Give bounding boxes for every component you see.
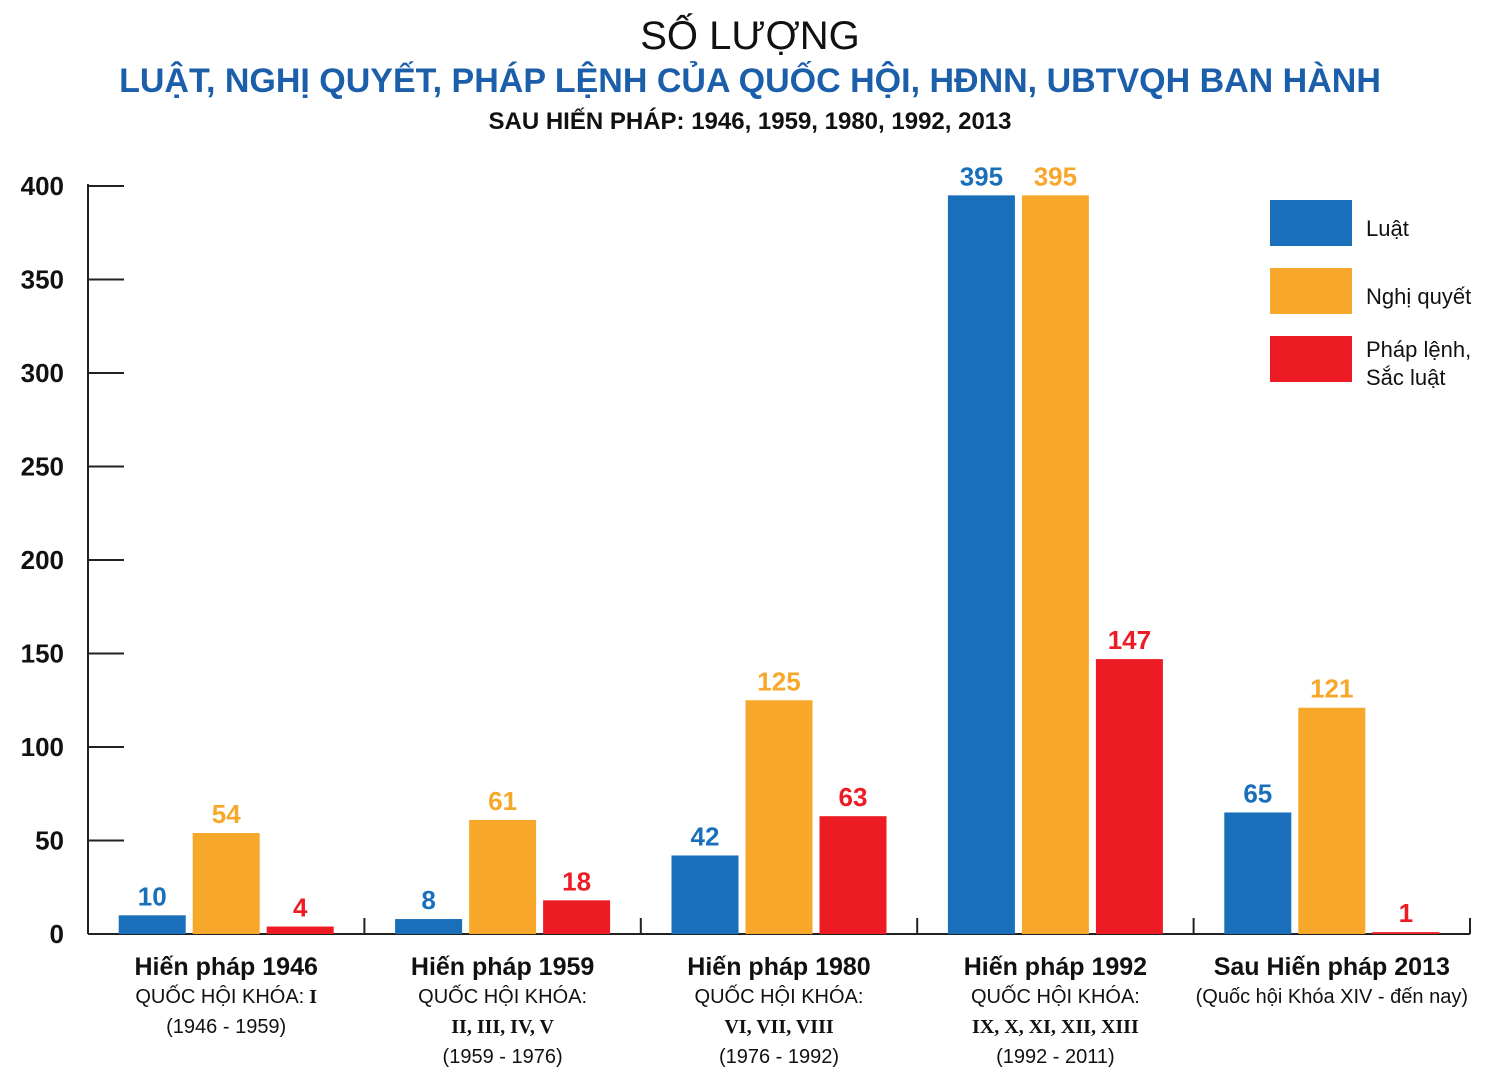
legend-label: Nghị quyết (1366, 284, 1472, 309)
category-period: (1959 - 1976) (442, 1046, 563, 1068)
category-label: Hiến pháp 1959 QUỐC HỘI KHÓA: II, III, IV,… (358, 952, 648, 1072)
category-period: (1976 - 1992) (718, 1046, 840, 1068)
bar-value-label: 395 (1034, 161, 1077, 191)
bar-value-label: 395 (960, 161, 1003, 191)
bar-value-label: 54 (212, 799, 241, 829)
category-term-list: IX, X, XI, XII, XIII (972, 1016, 1139, 1038)
category-term-line: QUỐC HỘI KHÓA: (418, 986, 588, 1008)
y-tick-label: 100 (21, 732, 64, 762)
category-period: (1992 - 2011) (996, 1046, 1115, 1068)
bar-value-label: 63 (839, 782, 868, 812)
category-term-line: QUỐC HỘI KHÓA: (970, 986, 1140, 1008)
category-term-line: QUỐC HỘI KHÓA: (694, 986, 864, 1008)
bar-value-label: 1 (1399, 898, 1413, 928)
category-term-roman: I (304, 986, 318, 1008)
legend-swatch (1270, 268, 1352, 314)
y-tick-label: 250 (21, 452, 64, 482)
y-tick-label: 50 (35, 826, 64, 856)
category-term-line: (Quốc hội Khóa XIV - đến nay) (1195, 986, 1468, 1008)
y-tick-label: 150 (21, 639, 64, 669)
category-title: Hiến pháp 1992 (963, 953, 1148, 981)
legend-swatch (1270, 200, 1352, 246)
category-term-line: QUỐC HỘI KHÓA: I (135, 986, 318, 1008)
legend-item: Pháp lệnh, Sắc luật (1270, 336, 1471, 392)
bar (192, 833, 260, 934)
category-title: Hiến pháp 1959 (410, 953, 595, 981)
bar-value-label: 147 (1108, 625, 1151, 655)
bar (395, 919, 463, 934)
bar (947, 195, 1015, 935)
bar-value-label: 61 (488, 786, 517, 816)
bar (1298, 707, 1366, 934)
bar-value-label: 8 (421, 885, 435, 915)
category-title: Hiến pháp 1946 (134, 953, 318, 981)
category-title: Sau Hiến pháp 2013 (1213, 953, 1450, 981)
y-tick-label: 0 (50, 919, 64, 949)
bar-value-label: 42 (691, 821, 720, 851)
bar-value-label: 121 (1310, 674, 1353, 704)
bar (543, 900, 611, 934)
bar (118, 915, 186, 934)
category-label: Hiến pháp 1946 QUỐC HỘI KHÓA: I (1946 - 19… (81, 952, 371, 1042)
bar-value-label: 10 (138, 881, 167, 911)
bar-value-label: 65 (1243, 778, 1272, 808)
y-tick-label: 300 (21, 358, 64, 388)
bar (1224, 812, 1292, 934)
bar (1372, 932, 1440, 934)
bar (1095, 659, 1163, 934)
bar (266, 926, 334, 934)
category-term-list: II, III, IV, V (451, 1016, 554, 1038)
y-tick-label: 350 (21, 265, 64, 295)
category-label: Hiến pháp 1992 QUỐC HỘI KHÓA: IX, X, XI, X… (910, 952, 1200, 1072)
y-tick-label: 400 (21, 171, 64, 201)
bar (469, 819, 537, 934)
legend-item: Nghị quyết (1270, 268, 1471, 314)
legend-item: Luật (1270, 200, 1409, 246)
chart-title: SỐ LƯỢNG (640, 14, 860, 58)
bar (819, 816, 887, 934)
y-tick-label: 200 (21, 545, 64, 575)
bar (671, 855, 739, 934)
chart-subtitle-2: SAU HIẾN PHÁP: 1946, 1959, 1980, 1992, 2… (488, 108, 1012, 135)
bar-value-label: 18 (562, 866, 591, 896)
chart-subtitle: LUẬT, NGHỊ QUYẾT, PHÁP LỆNH CỦA QUỐC HỘI… (119, 62, 1381, 100)
legend-label: Luật (1366, 216, 1409, 241)
legend-label: Pháp lệnh, Sắc luật (1366, 337, 1472, 390)
category-term-list: VI, VII, VIII (724, 1016, 834, 1038)
bar (1021, 195, 1089, 935)
bar-value-label: 125 (757, 666, 800, 696)
bar-value-label: 4 (293, 893, 308, 923)
category-label: Hiến pháp 1980 QUỐC HỘI KHÓA: VI, VII, VII… (634, 952, 924, 1072)
category-period: (1946 - 1959) (166, 1016, 287, 1038)
legend-swatch (1270, 336, 1352, 382)
category-title: Hiến pháp 1980 (687, 953, 871, 981)
category-label: Sau Hiến pháp 2013 (Quốc hội Khóa XIV - đ… (1187, 952, 1477, 1012)
bar (745, 700, 813, 934)
